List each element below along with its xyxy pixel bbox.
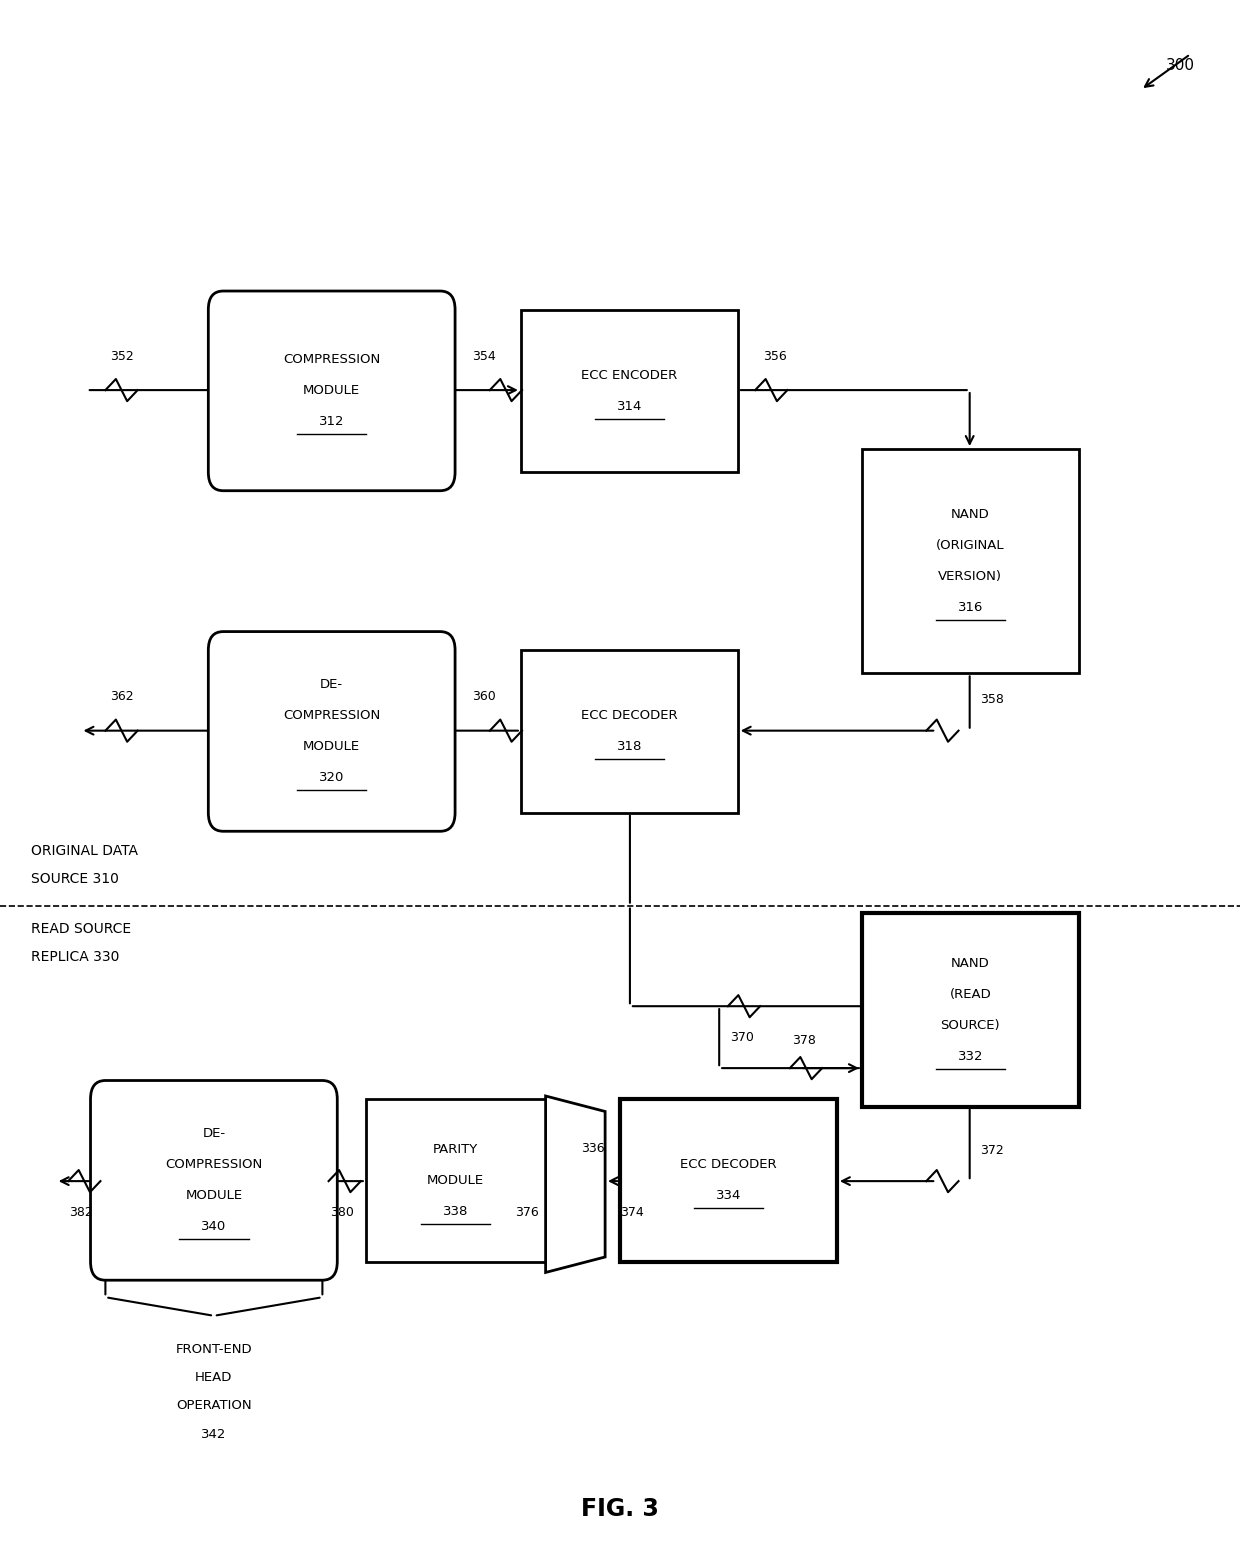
Text: MODULE: MODULE	[303, 384, 361, 398]
Text: 382: 382	[68, 1206, 93, 1218]
Text: READ SOURCE: READ SOURCE	[31, 921, 131, 937]
Text: 374: 374	[620, 1206, 645, 1218]
Text: SOURCE): SOURCE)	[940, 1019, 1001, 1033]
Text: 360: 360	[471, 690, 496, 703]
Text: 320: 320	[319, 771, 345, 785]
Text: 380: 380	[330, 1206, 355, 1218]
Text: 362: 362	[109, 690, 134, 703]
FancyBboxPatch shape	[521, 310, 738, 472]
Text: 314: 314	[616, 399, 642, 413]
Text: 338: 338	[443, 1204, 469, 1218]
Text: 300: 300	[1166, 57, 1194, 73]
Text: 376: 376	[515, 1206, 539, 1218]
FancyBboxPatch shape	[208, 632, 455, 831]
FancyBboxPatch shape	[366, 1099, 546, 1262]
Text: COMPRESSION: COMPRESSION	[165, 1158, 263, 1172]
Text: 372: 372	[980, 1144, 1004, 1156]
Text: 358: 358	[980, 694, 1004, 706]
Text: FIG. 3: FIG. 3	[582, 1497, 658, 1522]
Text: NAND: NAND	[951, 957, 990, 971]
Text: ECC DECODER: ECC DECODER	[582, 709, 677, 723]
Text: HEAD: HEAD	[195, 1372, 233, 1384]
Text: OPERATION: OPERATION	[176, 1399, 252, 1412]
Text: (READ: (READ	[950, 988, 991, 1002]
Text: 352: 352	[109, 350, 134, 362]
Text: 318: 318	[616, 740, 642, 754]
Text: NAND: NAND	[951, 508, 990, 522]
FancyBboxPatch shape	[208, 291, 455, 491]
Text: DE-: DE-	[320, 678, 343, 692]
Text: 316: 316	[957, 601, 983, 615]
Text: VERSION): VERSION)	[939, 570, 1002, 584]
Text: 378: 378	[791, 1034, 816, 1046]
FancyBboxPatch shape	[620, 1099, 837, 1262]
Text: SOURCE 310: SOURCE 310	[31, 872, 119, 887]
Text: MODULE: MODULE	[303, 740, 361, 754]
Text: DE-: DE-	[202, 1127, 226, 1141]
FancyBboxPatch shape	[862, 449, 1079, 673]
Text: 340: 340	[201, 1220, 227, 1234]
Text: MODULE: MODULE	[427, 1173, 485, 1187]
Text: 332: 332	[957, 1050, 983, 1063]
Text: 334: 334	[715, 1189, 742, 1203]
Text: ECC ENCODER: ECC ENCODER	[582, 368, 677, 382]
Text: 336: 336	[580, 1142, 605, 1155]
Text: 356: 356	[763, 350, 787, 362]
Text: MODULE: MODULE	[185, 1189, 243, 1203]
Text: REPLICA 330: REPLICA 330	[31, 949, 119, 964]
Text: ECC DECODER: ECC DECODER	[681, 1158, 776, 1172]
Text: 342: 342	[201, 1429, 227, 1441]
Text: 354: 354	[471, 350, 496, 362]
FancyBboxPatch shape	[521, 650, 738, 813]
Text: 370: 370	[729, 1031, 754, 1043]
FancyBboxPatch shape	[91, 1081, 337, 1280]
Text: ORIGINAL DATA: ORIGINAL DATA	[31, 844, 138, 859]
Text: PARITY: PARITY	[433, 1142, 479, 1156]
Text: FRONT-END: FRONT-END	[176, 1344, 252, 1356]
FancyBboxPatch shape	[862, 913, 1079, 1107]
Text: (ORIGINAL: (ORIGINAL	[936, 539, 1004, 553]
Polygon shape	[546, 1096, 605, 1272]
Text: 312: 312	[319, 415, 345, 429]
Text: COMPRESSION: COMPRESSION	[283, 709, 381, 723]
Text: COMPRESSION: COMPRESSION	[283, 353, 381, 367]
